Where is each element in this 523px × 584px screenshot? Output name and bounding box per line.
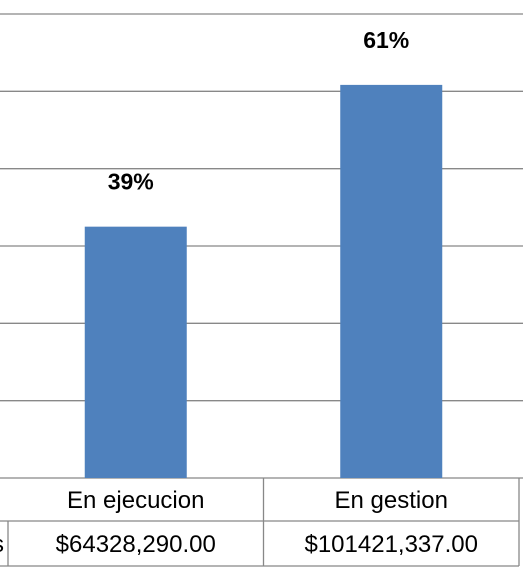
bar bbox=[340, 84, 443, 478]
table-value: $64328,290.00 bbox=[56, 531, 216, 558]
x-tick-label: En gestion bbox=[335, 487, 448, 514]
row-label: s bbox=[0, 531, 4, 558]
data-label: 61% bbox=[363, 27, 409, 53]
table-value: $101421,337.00 bbox=[304, 531, 478, 558]
bar bbox=[84, 226, 187, 478]
x-tick-label: En ejecucion bbox=[67, 487, 204, 514]
data-label: 39% bbox=[108, 169, 154, 195]
